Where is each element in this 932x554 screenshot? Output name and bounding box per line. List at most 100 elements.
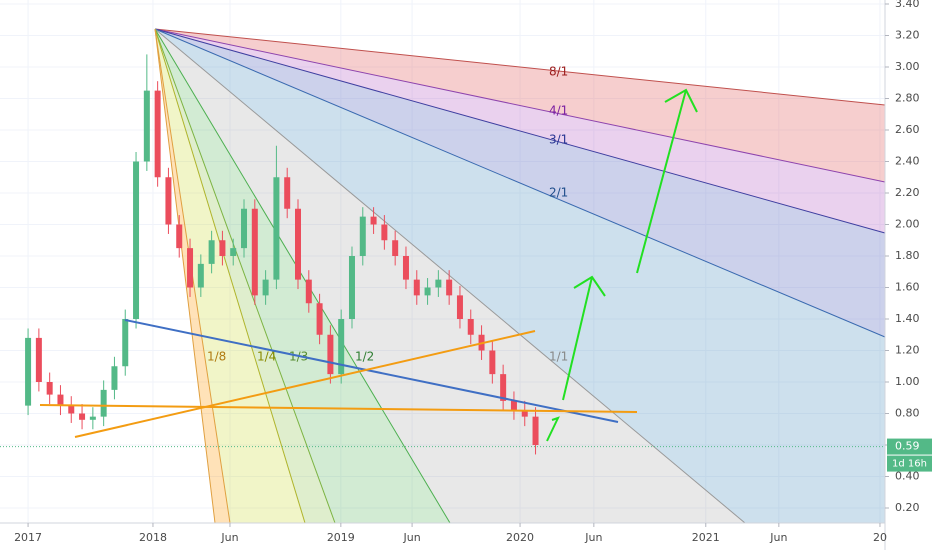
arrow: [546, 416, 560, 442]
y-tick-label: 1.80: [895, 249, 920, 262]
candle-body: [532, 416, 539, 445]
y-tick-label: 3.20: [895, 29, 920, 42]
candle-body: [359, 216, 366, 256]
candle-body: [111, 366, 118, 390]
fan-label: 1/1: [549, 350, 568, 364]
candles: [25, 54, 539, 455]
fan-line: [154, 28, 886, 234]
y-tick-label: 2.60: [895, 123, 920, 136]
candle-body: [219, 240, 226, 256]
x-tick-label: 2019: [327, 531, 355, 544]
drawings: [39, 88, 698, 442]
fan-label: 3/1: [549, 133, 568, 147]
gann-fan: 8/1 4/1 3/1 2/1 1/1 1/2 1/3 1/4 1/8: [154, 28, 886, 524]
candle-body: [338, 319, 345, 375]
candle-body: [381, 224, 388, 241]
candle-body: [197, 263, 204, 288]
candle-body: [521, 410, 528, 417]
candle-body: [251, 208, 258, 296]
arrow: [636, 89, 687, 274]
candle-body: [241, 208, 248, 249]
x-tick-label: 2020: [506, 531, 534, 544]
candle-body: [348, 256, 355, 319]
candle-body: [35, 337, 42, 382]
countdown-tag: [887, 455, 932, 472]
candle-body: [133, 161, 140, 319]
fan-line: [154, 28, 746, 524]
fan-zone: [155, 29, 885, 523]
candle-body: [100, 389, 107, 417]
price-tag: [887, 438, 932, 455]
candle-body: [500, 374, 507, 401]
y-tick-label: 2.20: [895, 186, 920, 199]
candle-body: [424, 287, 431, 296]
candle-body: [370, 216, 377, 225]
candle-body: [46, 382, 53, 395]
fan-label: 8/1: [549, 65, 568, 79]
candle-body: [392, 240, 399, 256]
x-tick-label: 2018: [139, 531, 167, 544]
y-tick-label: 0.20: [895, 501, 920, 514]
y-tick-label: 3.00: [895, 60, 920, 73]
fan-line: [154, 28, 886, 183]
trend-line: [124, 319, 619, 423]
candle-body: [327, 334, 334, 375]
x-tick-label: 2017: [14, 531, 42, 544]
candle-body: [294, 208, 301, 280]
candle-body: [262, 279, 269, 296]
arrows: [546, 88, 698, 442]
y-tick-label: 1.00: [895, 375, 920, 388]
trend-line: [39, 404, 638, 413]
candle-body: [25, 337, 32, 406]
x-tick-label: 20: [873, 531, 887, 544]
candle-body: [176, 224, 183, 249]
candle-body: [143, 90, 150, 162]
fan-line: [154, 28, 306, 524]
fan-line: [154, 28, 886, 338]
y-tick-label: 1.40: [895, 312, 920, 325]
candle-body: [273, 177, 280, 280]
candle-body: [165, 177, 172, 225]
candle-body: [413, 279, 420, 296]
fan-label: 1/8: [207, 350, 226, 364]
fan-line: [154, 28, 451, 524]
candle-body: [230, 248, 237, 256]
arrow: [562, 276, 593, 401]
x-tick-label: Jun: [402, 531, 420, 544]
candle-body: [284, 177, 291, 209]
y-tick-label: 1.20: [895, 344, 920, 357]
candle-body: [467, 319, 474, 335]
candle-body: [154, 90, 161, 178]
fan-label: 1/2: [355, 350, 374, 364]
candle-body: [510, 400, 517, 411]
candle-body: [435, 279, 442, 288]
fan-label: 4/1: [549, 104, 568, 118]
fan-label: 1/4: [257, 350, 276, 364]
candle-body: [456, 295, 463, 319]
candle-body: [187, 248, 194, 288]
y-tick-label: 0.40: [895, 470, 920, 483]
candle-body: [57, 394, 64, 406]
fan-line: [154, 28, 886, 106]
candle-body: [305, 279, 312, 304]
candle-body: [79, 413, 86, 420]
arrow: [664, 88, 698, 113]
candle-body: [446, 279, 453, 296]
x-tick-label: 2021: [692, 531, 720, 544]
fan-line: [154, 28, 216, 524]
candle-body: [122, 319, 129, 367]
candle-body: [68, 405, 75, 414]
candle-body: [402, 256, 409, 280]
countdown-label: 1d 16h: [892, 459, 927, 470]
y-tick-label: 3.40: [895, 0, 920, 10]
arrow: [573, 275, 606, 297]
candle-body: [489, 350, 496, 375]
trend-line: [74, 330, 536, 438]
y-tick-label: 2.40: [895, 155, 920, 168]
candle-body: [208, 240, 215, 264]
y-tick-label: 2.80: [895, 92, 920, 105]
candle-body: [89, 416, 96, 420]
x-tick-label: Jun: [769, 531, 787, 544]
